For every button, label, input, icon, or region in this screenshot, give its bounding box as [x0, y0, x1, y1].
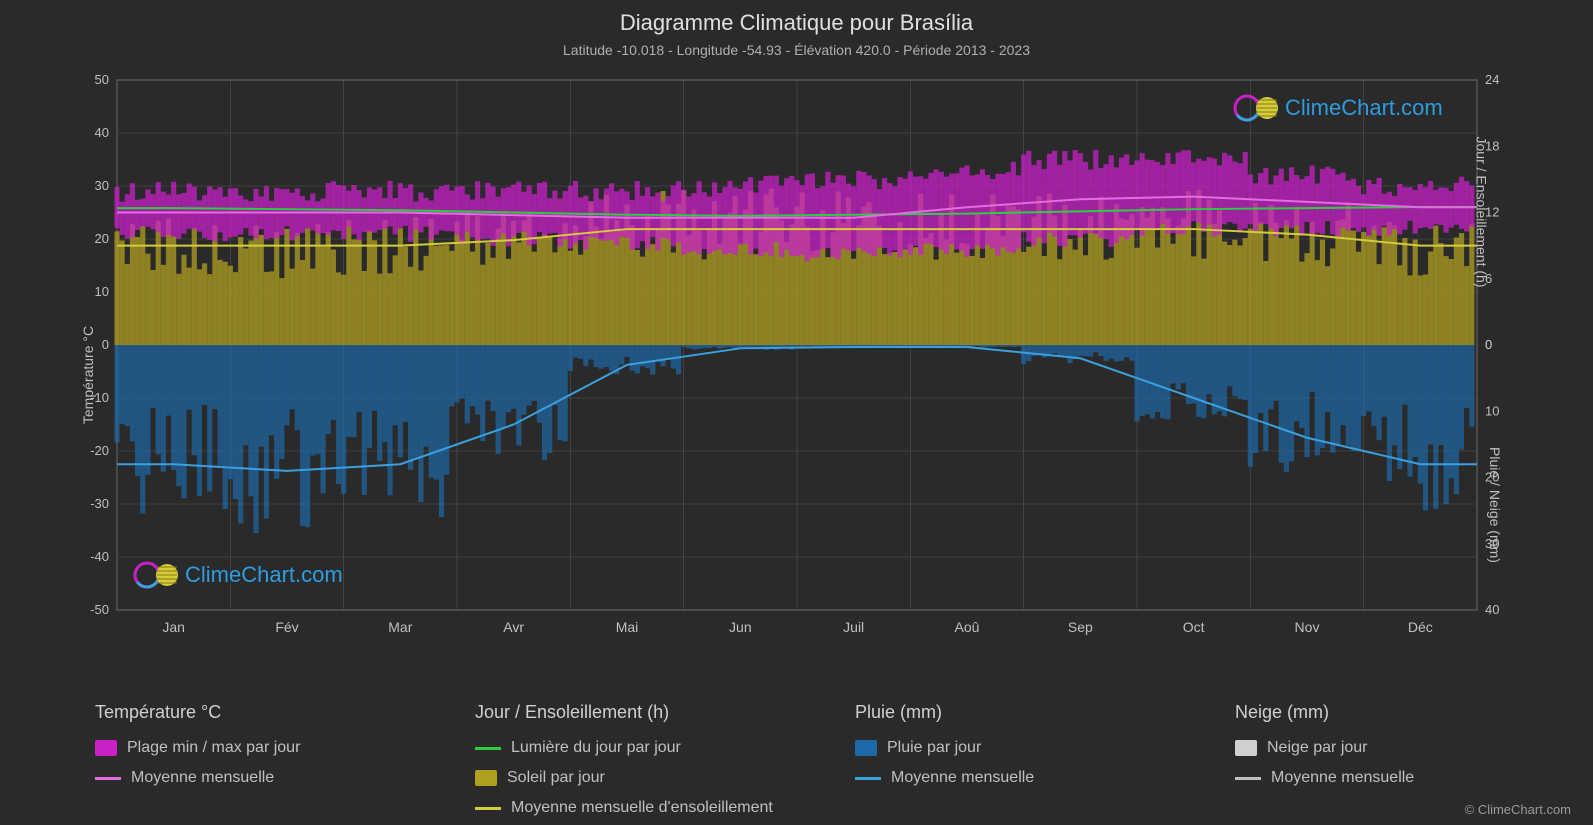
- legend-item: Soleil par jour: [475, 769, 785, 787]
- svg-text:Oct: Oct: [1182, 619, 1204, 635]
- legend-item: Moyenne mensuelle: [95, 769, 405, 787]
- svg-text:Aoû: Aoû: [954, 619, 979, 635]
- svg-text:0: 0: [1485, 337, 1492, 352]
- legend-label: Lumière du jour par jour: [511, 739, 681, 757]
- svg-text:40: 40: [1485, 602, 1499, 617]
- legend-column: Température °C Plage min / max par jour Mo…: [95, 702, 405, 817]
- legend-swatch: [95, 740, 117, 756]
- legend-swatch: [855, 777, 881, 780]
- chart-container: Température °C Jour / Ensoleillement (h)…: [47, 70, 1547, 680]
- legend-label: Plage min / max par jour: [127, 739, 300, 757]
- legend-swatch: [855, 740, 877, 756]
- legend-label: Moyenne mensuelle d'ensoleillement: [511, 799, 773, 817]
- legend-swatch: [475, 770, 497, 786]
- legend-swatch: [1235, 777, 1261, 780]
- svg-text:30: 30: [94, 178, 108, 193]
- svg-text:Mai: Mai: [615, 619, 638, 635]
- chart-legend: Température °C Plage min / max par jour Mo…: [95, 702, 1593, 817]
- svg-text:-40: -40: [90, 549, 109, 564]
- svg-text:20: 20: [94, 231, 108, 246]
- legend-item: Plage min / max par jour: [95, 739, 405, 757]
- climate-chart-svg: -50-40-30-20-100102030405006121824010203…: [47, 70, 1547, 680]
- svg-text:-30: -30: [90, 496, 109, 511]
- y-axis-right-bottom-label: Pluie / Neige (mm): [1487, 447, 1503, 563]
- legend-swatch: [475, 807, 501, 810]
- svg-text:Déc: Déc: [1407, 619, 1432, 635]
- legend-item: Lumière du jour par jour: [475, 739, 785, 757]
- legend-column: Jour / Ensoleillement (h) Lumière du jour…: [475, 702, 785, 817]
- svg-text:Jun: Jun: [729, 619, 752, 635]
- svg-text:40: 40: [94, 125, 108, 140]
- legend-label: Moyenne mensuelle: [1271, 769, 1414, 787]
- svg-text:-20: -20: [90, 443, 109, 458]
- legend-item: Moyenne mensuelle: [855, 769, 1165, 787]
- y-axis-right-top-label: Jour / Ensoleillement (h): [1473, 137, 1489, 288]
- svg-text:10: 10: [94, 284, 108, 299]
- legend-item: Moyenne mensuelle d'ensoleillement: [475, 799, 785, 817]
- legend-swatch: [475, 747, 501, 750]
- y-axis-left-label: Température °C: [80, 326, 96, 424]
- svg-text:50: 50: [94, 72, 108, 87]
- legend-column: Pluie (mm) Pluie par jour Moyenne mensuell…: [855, 702, 1165, 817]
- legend-label: Soleil par jour: [507, 769, 605, 787]
- legend-item: Moyenne mensuelle: [1235, 769, 1545, 787]
- legend-swatch: [95, 777, 121, 780]
- legend-heading: Neige (mm): [1235, 702, 1545, 723]
- legend-heading: Pluie (mm): [855, 702, 1165, 723]
- svg-text:0: 0: [101, 337, 108, 352]
- svg-text:24: 24: [1485, 72, 1499, 87]
- legend-heading: Température °C: [95, 702, 405, 723]
- legend-heading: Jour / Ensoleillement (h): [475, 702, 785, 723]
- legend-label: Neige par jour: [1267, 739, 1368, 757]
- svg-text:Fév: Fév: [275, 619, 298, 635]
- svg-text:Sep: Sep: [1067, 619, 1092, 635]
- svg-text:Mar: Mar: [388, 619, 412, 635]
- legend-label: Moyenne mensuelle: [891, 769, 1034, 787]
- svg-text:ClimeChart.com: ClimeChart.com: [185, 562, 343, 587]
- svg-text:-50: -50: [90, 602, 109, 617]
- svg-text:Avr: Avr: [503, 619, 524, 635]
- legend-swatch: [1235, 740, 1257, 756]
- svg-text:Juil: Juil: [843, 619, 864, 635]
- legend-item: Neige par jour: [1235, 739, 1545, 757]
- chart-subtitle: Latitude -10.018 - Longitude -54.93 - Él…: [0, 42, 1593, 58]
- svg-text:Nov: Nov: [1294, 619, 1319, 635]
- legend-label: Moyenne mensuelle: [131, 769, 274, 787]
- legend-item: Pluie par jour: [855, 739, 1165, 757]
- legend-label: Pluie par jour: [887, 739, 981, 757]
- copyright-label: © ClimeChart.com: [1465, 802, 1571, 817]
- svg-text:Jan: Jan: [162, 619, 185, 635]
- svg-text:10: 10: [1485, 403, 1499, 418]
- legend-column: Neige (mm) Neige par jour Moyenne mensuell…: [1235, 702, 1545, 817]
- chart-title: Diagramme Climatique pour Brasília: [0, 0, 1593, 36]
- svg-text:ClimeChart.com: ClimeChart.com: [1285, 95, 1443, 120]
